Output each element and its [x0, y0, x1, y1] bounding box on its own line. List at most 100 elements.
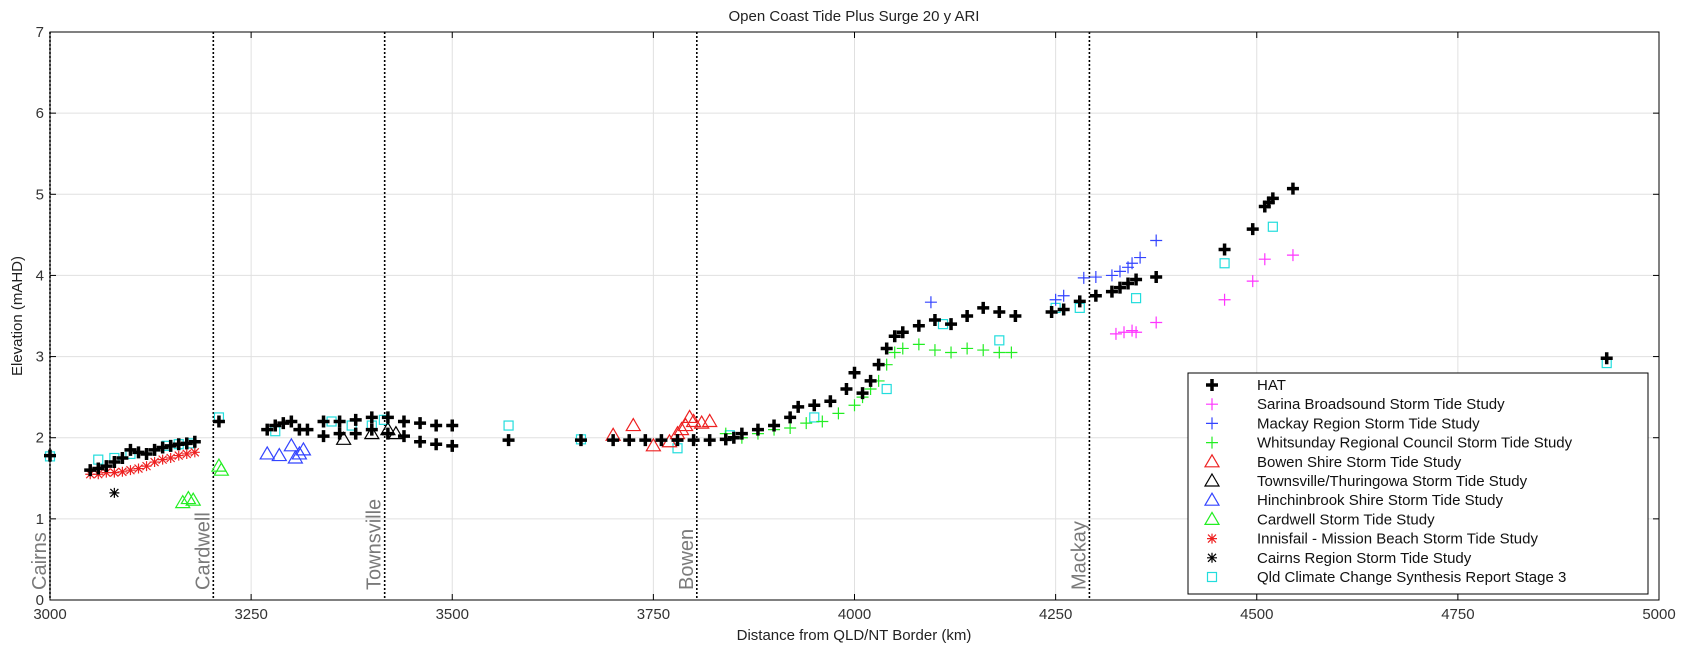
data-point: [317, 415, 330, 428]
marker-shape: [365, 423, 378, 436]
data-point: [888, 330, 901, 343]
data-point: [896, 342, 909, 355]
data-point: [840, 383, 853, 396]
data-point: [212, 415, 225, 428]
data-point: [157, 454, 168, 465]
marker-shape: [125, 465, 136, 476]
data-point: [165, 453, 176, 463]
data-point: [101, 467, 112, 478]
legend-marker: [1203, 472, 1221, 487]
data-point: [397, 415, 410, 428]
data-point: [912, 319, 925, 332]
data-point: [414, 417, 427, 430]
data-point: [1077, 271, 1090, 284]
data-point: [140, 447, 153, 460]
marker-shape: [109, 467, 120, 478]
data-point: [1258, 253, 1271, 266]
marker-shape: [808, 399, 821, 412]
marker-shape: [349, 413, 362, 426]
marker-shape: [301, 423, 314, 436]
data-point: [848, 366, 861, 379]
data-point: [291, 445, 308, 460]
x-tick-label: 3000: [33, 606, 66, 623]
marker-shape: [1286, 249, 1299, 262]
marker-shape: [994, 335, 1005, 346]
data-point: [655, 434, 668, 447]
marker-shape: [381, 427, 394, 440]
legend-box: [1187, 372, 1649, 595]
marker-shape: [1113, 281, 1126, 294]
marker-shape: [1130, 273, 1143, 286]
legend-marker: [1206, 379, 1218, 391]
marker-shape: [880, 342, 893, 355]
data-point: [574, 434, 587, 447]
marker-shape: [687, 434, 700, 447]
data-point: [1218, 293, 1231, 306]
legend-label: Mackay Region Storm Tide Study: [1257, 415, 1480, 432]
x-axis-title: Distance from QLD/NT Border (km): [737, 627, 972, 644]
marker-shape: [768, 419, 781, 432]
data-point: [928, 344, 941, 357]
data-point: [645, 437, 662, 452]
data-point: [1130, 293, 1142, 304]
location-markers: Cairns Cardwell Townsville Bowen Mackay: [29, 32, 1090, 600]
marker-shape: [213, 461, 230, 476]
data-point: [677, 417, 694, 432]
data-point: [173, 450, 184, 461]
axis-ticks: 3000 3250 3500 3750 4000 4250 4500 4750 5000 0 1 2 3…: [33, 24, 1675, 623]
location-label: Bowen: [676, 529, 698, 590]
marker-shape: [1126, 257, 1139, 270]
marker-shape: [148, 443, 161, 456]
marker-shape: [259, 445, 276, 460]
legend-label: Qld Climate Change Synthesis Report Stag…: [1257, 569, 1566, 586]
data-point: [1246, 275, 1259, 288]
location-label: Mackay: [1068, 521, 1090, 590]
marker-shape: [1266, 192, 1279, 205]
marker-shape: [574, 434, 587, 447]
location-label: Cairns: [29, 532, 51, 590]
y-tick-label: 3: [36, 349, 44, 366]
data-point: [961, 342, 974, 355]
data-point: [945, 346, 958, 359]
data-point: [446, 419, 459, 432]
legend-label: Cairns Region Storm Tide Study: [1257, 550, 1472, 567]
marker-shape: [1130, 293, 1142, 304]
data-point: [864, 374, 877, 387]
marker-shape: [1105, 285, 1118, 298]
data-point: [1113, 281, 1126, 294]
y-tick-label: 2: [36, 430, 44, 447]
marker-shape: [181, 448, 192, 459]
marker-shape: [1122, 277, 1135, 290]
marker-shape: [677, 417, 694, 432]
marker-shape: [685, 413, 702, 428]
data-point: [1130, 326, 1143, 339]
data-point: [1089, 289, 1102, 302]
data-point: [872, 358, 885, 371]
marker-shape: [1600, 352, 1613, 365]
legend: HAT Sarina Broadsound Storm Tide Study Mac…: [1187, 372, 1649, 595]
x-tick-label: 4750: [1441, 606, 1474, 623]
data-point: [1130, 273, 1143, 286]
marker-shape: [414, 435, 427, 448]
data-point: [751, 423, 764, 436]
data-point: [125, 465, 136, 476]
marker-shape: [703, 434, 716, 447]
marker-shape: [832, 407, 845, 420]
data-point: [1218, 243, 1231, 256]
marker-shape: [1203, 511, 1221, 525]
marker-shape: [639, 434, 652, 447]
data-point: [261, 423, 274, 436]
data-point: [1286, 182, 1299, 195]
x-tick-label: 4250: [1039, 606, 1072, 623]
data-point: [880, 342, 893, 355]
marker-shape: [645, 437, 662, 452]
marker-shape: [607, 434, 620, 447]
legend-label: Hinchinbrook Shire Storm Tide Study: [1257, 492, 1503, 509]
marker-shape: [149, 457, 160, 468]
marker-shape: [623, 434, 636, 447]
chart-title: Open Coast Tide Plus Surge 20 y ARI: [729, 8, 980, 25]
data-point: [381, 411, 394, 424]
legend-marker: [1207, 533, 1217, 544]
data-point: [181, 448, 192, 459]
data-point: [639, 434, 652, 447]
